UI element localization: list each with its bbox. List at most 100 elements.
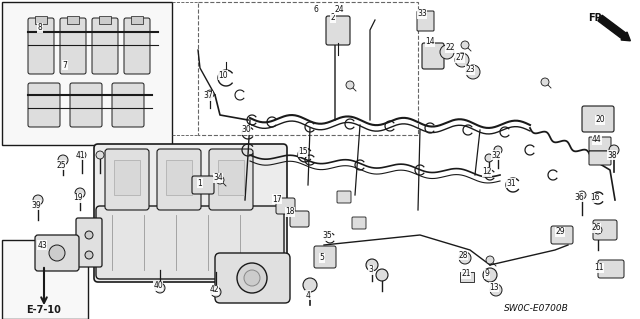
Text: 21: 21 (461, 270, 471, 278)
FancyBboxPatch shape (209, 149, 253, 210)
Bar (218, 160, 244, 195)
Text: 40: 40 (153, 281, 163, 291)
Text: 12: 12 (483, 167, 492, 176)
Text: 26: 26 (591, 224, 601, 233)
Text: 29: 29 (555, 227, 565, 236)
Circle shape (541, 78, 549, 86)
FancyBboxPatch shape (112, 83, 144, 127)
Text: 41: 41 (75, 151, 85, 160)
Circle shape (346, 81, 354, 89)
FancyBboxPatch shape (60, 18, 86, 74)
Text: 2: 2 (331, 13, 335, 23)
Bar (35, 16, 47, 24)
FancyBboxPatch shape (276, 198, 295, 214)
Bar (2, 240, 88, 319)
FancyBboxPatch shape (582, 106, 614, 132)
FancyBboxPatch shape (105, 149, 149, 210)
Text: 28: 28 (458, 250, 468, 259)
Text: 17: 17 (272, 195, 282, 204)
Text: 10: 10 (218, 70, 228, 79)
FancyBboxPatch shape (589, 137, 611, 151)
Circle shape (78, 151, 86, 159)
Bar (166, 160, 192, 195)
Text: 15: 15 (298, 147, 308, 157)
Circle shape (303, 278, 317, 292)
Text: 34: 34 (213, 174, 223, 182)
Circle shape (244, 270, 260, 286)
Circle shape (49, 245, 65, 261)
Bar (99, 16, 111, 24)
Text: E-7-10: E-7-10 (27, 305, 61, 315)
Text: 11: 11 (595, 263, 604, 272)
FancyBboxPatch shape (192, 176, 214, 194)
FancyBboxPatch shape (35, 235, 79, 271)
Text: SW0C-E0700B: SW0C-E0700B (504, 304, 569, 313)
Text: 37: 37 (203, 92, 213, 100)
Text: 20: 20 (595, 115, 605, 124)
Circle shape (206, 90, 214, 98)
FancyBboxPatch shape (28, 83, 60, 127)
Circle shape (459, 252, 471, 264)
Circle shape (75, 188, 85, 198)
Circle shape (609, 145, 619, 155)
Circle shape (58, 155, 68, 165)
FancyBboxPatch shape (92, 18, 118, 74)
Circle shape (594, 226, 602, 234)
Circle shape (216, 176, 224, 184)
Circle shape (85, 231, 93, 239)
Text: 18: 18 (285, 207, 295, 217)
Text: 22: 22 (445, 43, 455, 53)
Text: 13: 13 (489, 283, 499, 292)
Circle shape (96, 151, 104, 159)
FancyBboxPatch shape (94, 144, 287, 282)
FancyBboxPatch shape (314, 246, 336, 268)
Circle shape (455, 53, 469, 67)
Bar (460, 272, 474, 282)
Circle shape (440, 45, 454, 59)
FancyBboxPatch shape (326, 16, 350, 45)
Circle shape (211, 287, 221, 297)
Text: 43: 43 (37, 241, 47, 249)
Text: 38: 38 (607, 151, 617, 160)
FancyBboxPatch shape (290, 211, 309, 227)
FancyArrow shape (598, 15, 630, 41)
FancyBboxPatch shape (124, 18, 150, 74)
Circle shape (366, 259, 378, 271)
Text: 16: 16 (590, 194, 600, 203)
Circle shape (237, 263, 267, 293)
Text: 1: 1 (198, 179, 202, 188)
Text: 44: 44 (592, 136, 602, 145)
FancyBboxPatch shape (551, 226, 573, 244)
Text: 25: 25 (56, 160, 66, 169)
Bar (114, 160, 140, 195)
Text: 33: 33 (417, 10, 427, 19)
Text: 30: 30 (241, 125, 251, 135)
FancyBboxPatch shape (337, 191, 351, 203)
Circle shape (578, 191, 586, 199)
Text: 35: 35 (322, 232, 332, 241)
Bar (131, 16, 143, 24)
Text: 32: 32 (491, 151, 501, 160)
Circle shape (485, 154, 493, 162)
Text: 36: 36 (574, 192, 584, 202)
Text: 5: 5 (319, 254, 324, 263)
FancyBboxPatch shape (157, 149, 201, 210)
Circle shape (466, 65, 480, 79)
Text: 19: 19 (73, 194, 83, 203)
Text: 14: 14 (425, 38, 435, 47)
FancyBboxPatch shape (422, 43, 444, 69)
Bar (67, 16, 79, 24)
FancyBboxPatch shape (589, 151, 611, 165)
FancyBboxPatch shape (28, 18, 54, 74)
FancyBboxPatch shape (76, 218, 102, 267)
Text: 7: 7 (63, 61, 67, 70)
Text: 9: 9 (484, 270, 490, 278)
Text: 42: 42 (209, 286, 219, 294)
Circle shape (483, 268, 497, 282)
Circle shape (376, 269, 388, 281)
Text: 27: 27 (455, 54, 465, 63)
Circle shape (85, 251, 93, 259)
Text: 23: 23 (465, 65, 475, 75)
Text: 24: 24 (334, 5, 344, 14)
Circle shape (486, 256, 494, 264)
